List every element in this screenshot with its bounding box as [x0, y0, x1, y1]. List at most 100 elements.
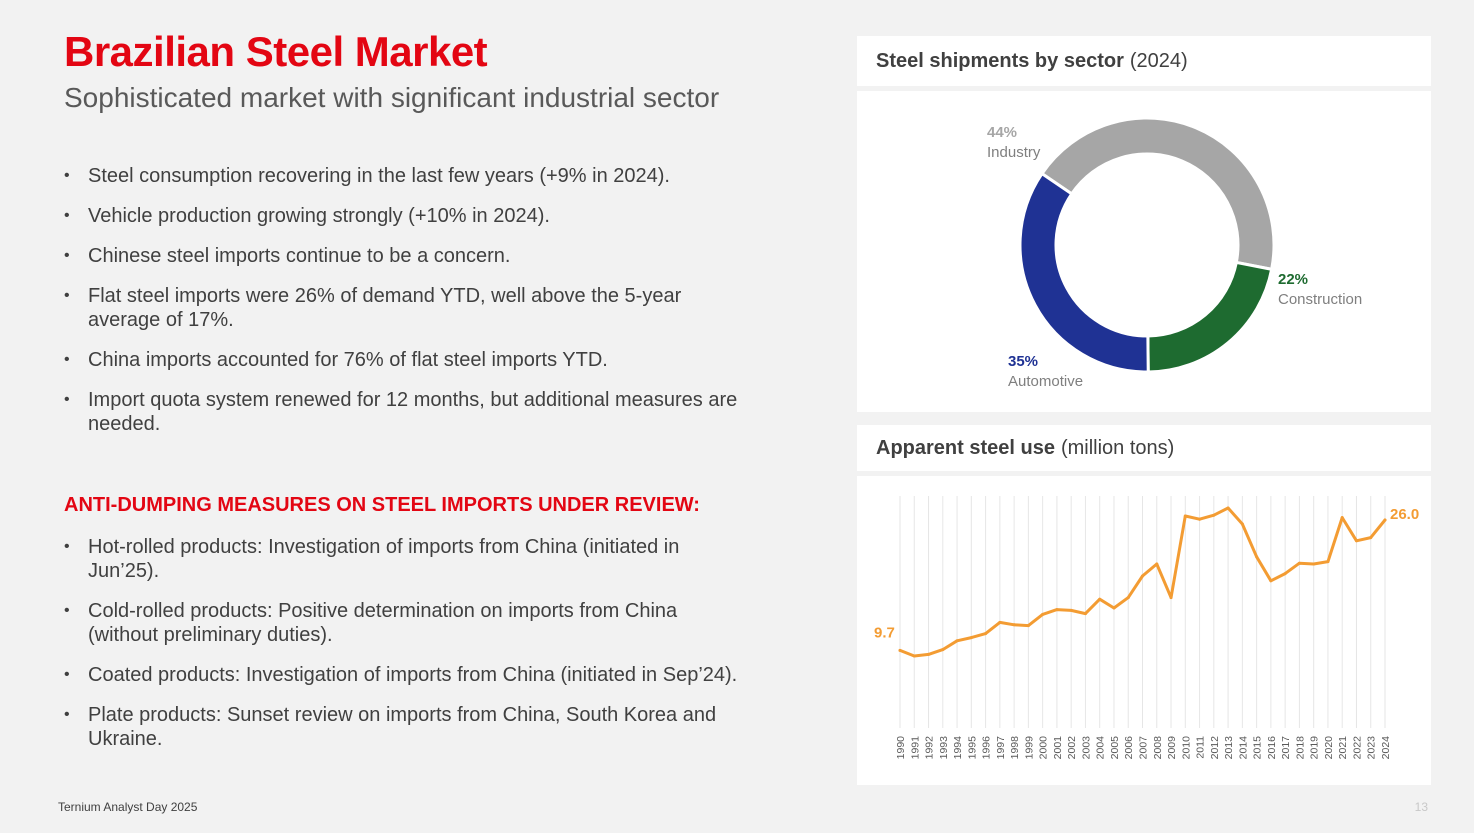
donut-title-bold: Steel shipments by sector: [876, 49, 1124, 72]
data-point: [1255, 555, 1259, 559]
x-tick-label: 2014: [1237, 736, 1249, 760]
data-point: [1340, 516, 1344, 520]
bullet-item: Vehicle production growing strongly (+10…: [64, 204, 804, 228]
page-title: Brazilian Steel Market: [64, 28, 488, 75]
data-point: [955, 639, 959, 643]
donut-category-label: Construction: [1278, 291, 1362, 308]
x-tick-label: 1991: [909, 736, 921, 760]
data-point: [1240, 522, 1244, 526]
line-panel-header: Apparent steel use (million tons): [857, 425, 1431, 471]
x-tick-label: 2016: [1266, 736, 1278, 760]
data-point: [1112, 606, 1116, 610]
x-tick-label: 2012: [1209, 736, 1221, 760]
x-tick-label: 2005: [1109, 736, 1121, 760]
bullet-item: Flat steel imports were 26% of demand YT…: [64, 284, 754, 332]
data-point: [1269, 579, 1273, 583]
x-tick-label: 2018: [1294, 736, 1306, 760]
data-point: [1026, 624, 1030, 628]
x-tick-label: 2011: [1195, 736, 1207, 759]
data-point: [1369, 536, 1373, 540]
data-point: [927, 652, 931, 656]
data-point: [1183, 514, 1187, 518]
x-tick-label: 1998: [1009, 736, 1021, 760]
donut-chart: 44% Industry 22% Construction 35% Automotive: [987, 116, 1362, 390]
data-point: [1098, 597, 1102, 601]
x-tick-label: 2008: [1152, 736, 1164, 760]
x-tick-label: 2024: [1380, 736, 1392, 760]
data-point: [1041, 612, 1045, 616]
donut-value-label: 35%: [1008, 353, 1038, 370]
data-point: [998, 620, 1002, 624]
data-point: [912, 654, 916, 658]
x-tick-label: 2022: [1351, 736, 1363, 760]
line-title-rest: (million tons): [1060, 436, 1175, 459]
data-point: [1354, 539, 1358, 543]
data-point: [1169, 596, 1173, 600]
data-point: [1212, 513, 1216, 517]
donut-category-label: Industry: [987, 144, 1041, 161]
data-point: [1312, 562, 1316, 566]
x-tick-label: 2021: [1337, 736, 1349, 760]
data-point: [1141, 574, 1144, 578]
bullet-item: Steel consumption recovering in the last…: [64, 164, 804, 188]
data-point: [1283, 572, 1287, 576]
x-tick-label: 1993: [938, 736, 950, 760]
data-point: [1126, 596, 1130, 600]
data-label: 9.7: [874, 624, 895, 641]
x-tick-label: 2023: [1366, 736, 1378, 760]
x-tick-label: 1992: [924, 736, 936, 760]
bullet-item: China imports accounted for 76% of flat …: [64, 348, 804, 372]
donut-category-label: Automotive: [1008, 373, 1083, 390]
page-number: 13: [1414, 800, 1428, 814]
antidumping-item: Plate products: Sunset review on imports…: [64, 703, 784, 751]
data-point: [1155, 562, 1159, 566]
donut-value-label: 22%: [1278, 271, 1308, 288]
x-tick-label: 2004: [1095, 736, 1107, 760]
data-point: [1326, 560, 1330, 564]
x-tick-label: 2010: [1180, 736, 1192, 760]
footer-text: Ternium Analyst Day 2025: [58, 800, 198, 814]
data-point: [1083, 612, 1087, 616]
x-tick-label: 1990: [895, 736, 907, 760]
line-title-bold: Apparent steel use: [876, 436, 1055, 459]
donut-slice-automotive: [1018, 171, 1150, 374]
data-point: [1226, 506, 1230, 510]
x-tick-label: 2007: [1138, 736, 1150, 760]
antidumping-item: Cold-rolled products: Positive determina…: [64, 599, 744, 647]
bullet-item: Chinese steel imports continue to be a c…: [64, 244, 804, 268]
line-chart: 1990 1991 1992 1993 1994 1995 1996 1997 1998 1999…: [874, 496, 1419, 760]
antidumping-list: Hot-rolled products: Investigation of im…: [64, 535, 804, 767]
data-point: [1069, 608, 1073, 612]
data-point: [1012, 623, 1016, 627]
data-point: [1198, 517, 1202, 521]
antidumping-item: Coated products: Investigation of import…: [64, 663, 804, 687]
data-point: [1383, 518, 1387, 522]
donut-slice-construction: [1146, 260, 1274, 374]
data-point: [984, 632, 988, 636]
x-tick-label: 1999: [1023, 736, 1035, 760]
line-chart-panel: 1990 1991 1992 1993 1994 1995 1996 1997 1998 1999…: [857, 476, 1431, 785]
x-tick-label: 2013: [1223, 736, 1235, 760]
donut-panel-header: Steel shipments by sector (2024): [857, 36, 1431, 86]
x-tick-label: 2017: [1280, 736, 1292, 760]
x-tick-label: 2009: [1166, 736, 1178, 760]
x-tick-label: 2002: [1066, 736, 1078, 760]
x-tick-label: 2020: [1323, 736, 1335, 760]
x-tick-label: 2015: [1252, 736, 1264, 760]
market-bullet-list: Steel consumption recovering in the last…: [64, 164, 804, 452]
x-tick-label: 1995: [966, 736, 978, 760]
x-tick-label: 1994: [952, 736, 964, 760]
data-point: [1297, 561, 1301, 565]
donut-chart-panel: 44% Industry 22% Construction 35% Automotive: [857, 91, 1431, 412]
donut-title-rest: (2024): [1129, 49, 1188, 72]
donut-value-label: 44%: [987, 124, 1017, 141]
bullet-item: Import quota system renewed for 12 month…: [64, 388, 794, 436]
x-tick-label: 1997: [995, 736, 1007, 760]
x-tick-label: 2001: [1052, 736, 1064, 760]
data-point: [969, 636, 973, 640]
antidumping-heading: ANTI-DUMPING MEASURES ON STEEL IMPORTS U…: [64, 494, 700, 516]
page-subtitle: Sophisticated market with significant in…: [64, 82, 720, 113]
donut-slice-industry: [1039, 116, 1276, 272]
data-point: [898, 648, 902, 652]
data-point: [1055, 608, 1059, 612]
